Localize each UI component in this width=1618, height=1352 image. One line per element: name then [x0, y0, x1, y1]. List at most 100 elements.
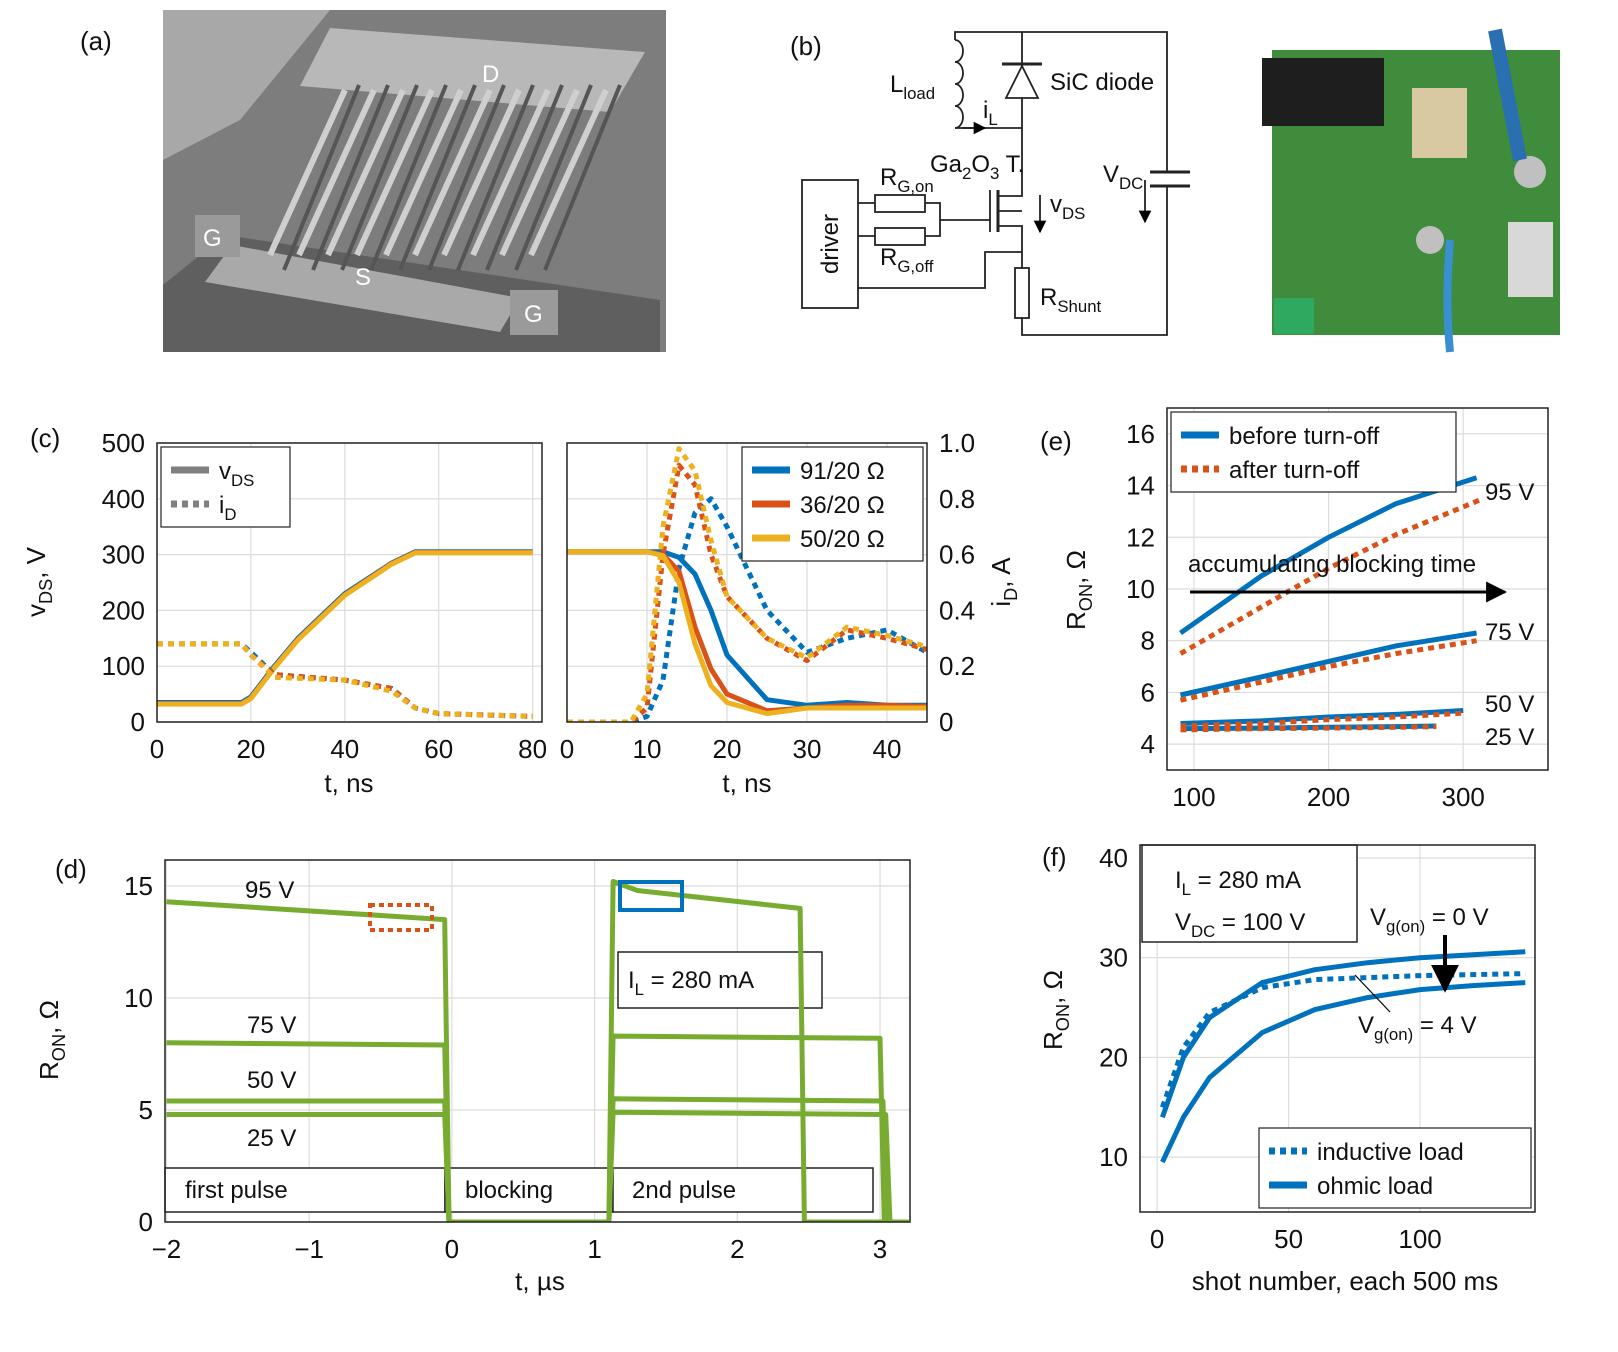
wire: [1021, 186, 1168, 336]
gate-pad: [195, 215, 240, 257]
text-part: I: [1175, 867, 1182, 894]
y-tick-label: 5: [139, 1095, 153, 1125]
cable: [1443, 239, 1454, 353]
data-line: [1160, 949, 1526, 1119]
legend-box: [1170, 411, 1457, 493]
finger: [267, 88, 348, 257]
subscript: D: [224, 505, 236, 524]
phase-box: [444, 1167, 614, 1213]
text-part: O: [971, 151, 990, 178]
subscript: DC: [1191, 922, 1215, 941]
data-line: [1179, 630, 1477, 698]
text-part: , Ω: [34, 1000, 64, 1034]
subscript: g(on): [1386, 917, 1425, 936]
circuit-label: SiC diode: [1050, 69, 1154, 96]
diode: [1004, 63, 1040, 99]
subscript: L: [988, 110, 997, 129]
x-tick-label: 0: [445, 1234, 459, 1264]
finger: [470, 88, 551, 257]
x-tick-label: −1: [294, 1234, 324, 1264]
circuit-labels: Lload iL SiC diode Ga2O3 T. RG,on RG,off…: [817, 69, 1154, 316]
subscript: L: [635, 980, 644, 999]
subscript: G,off: [897, 257, 933, 276]
text-part: , A: [986, 557, 1016, 588]
legend-label: vDS: [219, 458, 254, 490]
image-label: G: [203, 225, 222, 252]
panel-label: (d): [55, 854, 87, 884]
legend-label: 50/20 Ω: [800, 526, 885, 553]
y-tick-label: 8: [1141, 626, 1155, 656]
y-tick-label: 20: [1099, 1042, 1128, 1072]
annotation: accumulating blocking time: [1188, 551, 1476, 578]
y-tick-label: 12: [1126, 522, 1155, 552]
legend-label: 91/20 Ω: [800, 458, 885, 485]
y-tick-label: 16: [1126, 419, 1155, 449]
finger: [311, 84, 390, 271]
finger: [296, 88, 377, 257]
finger: [485, 84, 564, 271]
y-tick-label: 30: [1099, 943, 1128, 973]
text-part: I: [628, 967, 635, 994]
finger: [340, 84, 419, 271]
x-axis-label: t, ns: [324, 768, 373, 798]
text-part: v: [219, 458, 231, 485]
annotation: 75 V: [247, 1012, 296, 1039]
highlight-box: [368, 903, 434, 932]
annotation: IL = 280 mA: [1175, 867, 1301, 899]
board-photo: [1262, 28, 1560, 353]
legend-box: [1258, 1127, 1532, 1209]
resistor: [874, 227, 926, 246]
circuit-label: RShunt: [1040, 284, 1102, 316]
y2-tick-label: 0: [939, 707, 953, 737]
x-tick-label: 50: [1274, 1224, 1303, 1254]
finger: [528, 88, 609, 257]
text-part: R: [1061, 611, 1091, 630]
panel-label: (c): [30, 423, 60, 453]
y-tick-label: 15: [124, 871, 153, 901]
text-part: = 280 mA: [644, 967, 754, 994]
phase-box: [164, 1167, 446, 1213]
legend-label: before turn-off: [1229, 423, 1380, 450]
component: [1262, 58, 1384, 126]
subscript: L: [1182, 880, 1191, 899]
resistor: [874, 194, 926, 213]
subscript: G,on: [897, 177, 933, 196]
boxes: [164, 844, 1358, 1213]
y-tick-label: 6: [1141, 677, 1155, 707]
finger: [456, 84, 535, 271]
note-box: [1141, 844, 1358, 943]
text-part: Ga: [930, 151, 963, 178]
subscript: ON: [49, 1034, 69, 1061]
data-line: [157, 550, 533, 707]
finger: [354, 88, 435, 257]
annotation: 95 V: [1485, 479, 1534, 506]
circuit: [801, 31, 1190, 336]
text-part: V: [1103, 161, 1119, 188]
y2-tick-label: 0.6: [939, 540, 975, 570]
x-tick-label: 40: [873, 734, 902, 764]
component: [1412, 88, 1467, 158]
component: [1416, 226, 1444, 254]
sem-image: D G S G: [163, 10, 666, 352]
annotation: 50 V: [247, 1067, 296, 1094]
annotation: 75 V: [1485, 619, 1534, 646]
inductor: [954, 39, 964, 129]
legend-label: iD: [219, 492, 236, 524]
y2-tick-label: 1.0: [939, 428, 975, 458]
y-axis-label: RON, Ω: [34, 1000, 69, 1080]
shunt: [1014, 267, 1030, 319]
leader: [1354, 974, 1391, 1013]
subscript: ON: [1076, 584, 1096, 611]
annotation: IL = 280 mA: [628, 967, 754, 999]
x-axis-label: shot number, each 500 ms: [1192, 1266, 1498, 1296]
text-part: = 0 V: [1425, 904, 1488, 931]
finger: [282, 84, 361, 271]
y-tick-label: 400: [102, 484, 145, 514]
x-axis-label: t, ns: [722, 768, 771, 798]
data-line: [1180, 710, 1464, 729]
y-tick-label: 4: [1141, 729, 1155, 759]
y-tick-label: 0: [139, 1207, 153, 1237]
plot-frame: [566, 442, 928, 723]
legend-label: inductive load: [1317, 1139, 1464, 1166]
